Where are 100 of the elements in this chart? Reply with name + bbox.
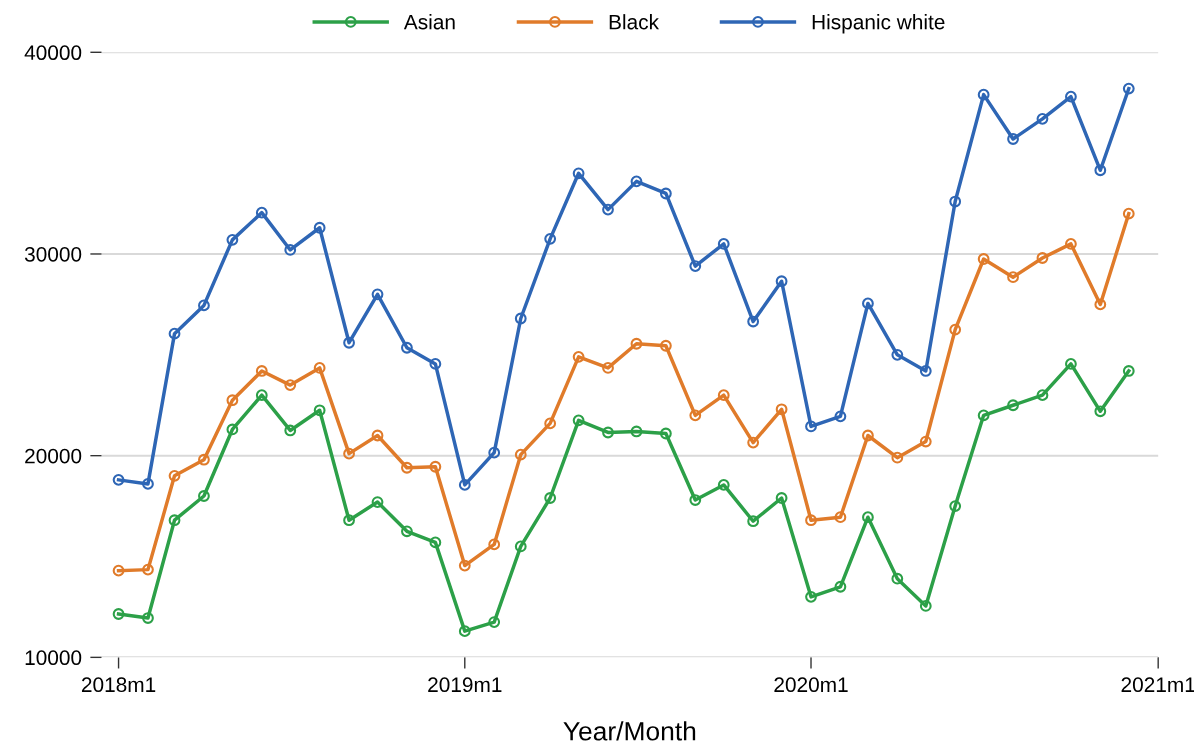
point [862, 511, 874, 524]
point [429, 460, 442, 473]
point [142, 612, 154, 624]
point [488, 446, 501, 459]
point [572, 414, 585, 427]
point [949, 500, 962, 512]
x-tick-label: 2018m1 [81, 677, 156, 693]
point [747, 515, 760, 528]
point [919, 365, 932, 377]
point [313, 404, 326, 417]
point [168, 469, 181, 482]
point [689, 409, 702, 422]
point [659, 339, 672, 352]
point [514, 448, 527, 461]
point [775, 403, 788, 416]
point [1065, 237, 1077, 250]
x-tick-label: 2019m1 [428, 677, 502, 693]
point [630, 175, 643, 188]
x-axis-title: Year/Month [563, 721, 696, 741]
legend-label: Hispanic white [812, 14, 945, 34]
point [142, 478, 154, 490]
point [862, 297, 874, 310]
point [919, 600, 932, 612]
point [458, 625, 471, 638]
point [1122, 82, 1135, 95]
point [313, 362, 326, 374]
point [371, 496, 384, 508]
point [429, 358, 442, 370]
point [717, 237, 730, 250]
y-tick-label: 20000 [25, 448, 82, 464]
point [1007, 399, 1019, 412]
point [313, 221, 326, 234]
point [572, 167, 585, 180]
point [514, 540, 527, 553]
point [371, 288, 384, 301]
point [689, 260, 702, 272]
point [514, 312, 527, 325]
point [1122, 207, 1135, 220]
legend-label: Asian [403, 14, 455, 30]
point [371, 429, 384, 442]
point [1065, 90, 1077, 103]
point [544, 492, 557, 504]
point [458, 559, 471, 572]
point [1036, 112, 1049, 125]
y-tick-label: 10000 [25, 650, 82, 666]
point [284, 424, 297, 437]
point [805, 514, 817, 527]
point [1094, 405, 1107, 418]
point [255, 206, 268, 219]
x-tick-label: 2021m1 [1121, 677, 1194, 693]
point [401, 341, 413, 354]
point [343, 514, 355, 527]
point [717, 389, 730, 402]
point [343, 447, 355, 460]
point [659, 427, 672, 440]
point [168, 514, 181, 527]
point [834, 511, 847, 524]
point [862, 429, 874, 442]
point [1007, 271, 1019, 284]
point [602, 426, 614, 439]
point [977, 253, 990, 265]
point [747, 436, 760, 449]
point [226, 423, 239, 436]
point [142, 563, 154, 576]
point [168, 327, 181, 340]
point [343, 336, 355, 349]
point [1094, 298, 1107, 311]
point [572, 350, 585, 363]
point [112, 473, 125, 486]
point [1036, 389, 1049, 402]
point [544, 417, 557, 430]
y-tick-label: 30000 [24, 246, 82, 262]
point [488, 616, 501, 628]
point [919, 435, 932, 448]
point [1007, 133, 1019, 145]
point [949, 195, 962, 208]
point [429, 536, 442, 549]
y-tick-label: 40000 [24, 45, 82, 61]
point [602, 362, 614, 374]
point [226, 394, 239, 407]
legend-label: Black [609, 14, 660, 30]
point [834, 580, 847, 593]
point [977, 409, 990, 422]
point [891, 348, 904, 361]
point [689, 494, 702, 506]
point [891, 572, 904, 585]
point [458, 479, 471, 491]
point [198, 490, 210, 502]
point [977, 88, 990, 101]
point [255, 365, 268, 377]
point [891, 451, 904, 464]
point [949, 323, 962, 336]
point [805, 590, 817, 603]
point [284, 244, 297, 256]
point [112, 564, 125, 577]
point [401, 525, 413, 538]
point [1122, 365, 1135, 377]
point [488, 538, 501, 551]
point [198, 299, 210, 312]
point [112, 608, 125, 620]
